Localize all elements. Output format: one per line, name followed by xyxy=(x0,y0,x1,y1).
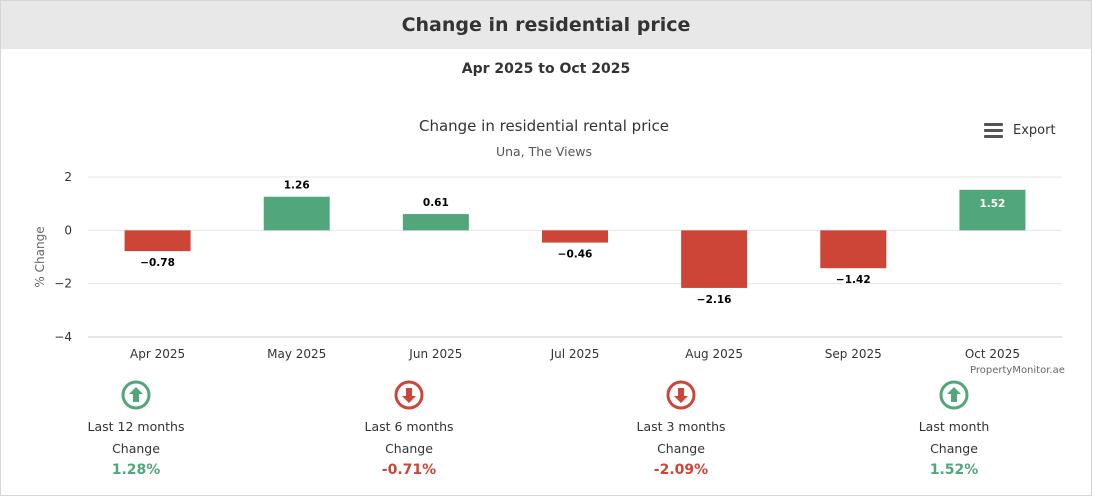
export-button[interactable]: Export xyxy=(984,118,1056,142)
credit-link[interactable]: PropertyMonitor.ae xyxy=(970,365,1065,376)
x-tick-label: Apr 2025 xyxy=(130,347,185,361)
y-tick-label: −2 xyxy=(54,277,72,291)
stat-last-3-months: Last 3 months Change -2.09% xyxy=(581,380,781,480)
x-tick-label: Aug 2025 xyxy=(685,347,743,361)
bar-chart: Change in residential rental price Una, … xyxy=(33,117,1062,361)
bar-jul-2025[interactable] xyxy=(542,230,608,243)
date-range: Apr 2025 to Oct 2025 xyxy=(461,61,631,77)
data-label: 0.61 xyxy=(423,197,449,209)
bar-jun-2025[interactable] xyxy=(402,214,469,231)
data-label: −1.42 xyxy=(836,274,871,286)
arrow-down-circle-icon xyxy=(394,380,424,410)
y-tick-label: −4 xyxy=(54,330,72,344)
stat-label: Change xyxy=(930,441,978,456)
stat-period: Last 3 months xyxy=(636,419,726,434)
bar-may-2025[interactable] xyxy=(263,196,330,231)
data-label: −2.16 xyxy=(697,294,732,306)
x-tick-label: Sep 2025 xyxy=(825,347,882,361)
data-label: 1.52 xyxy=(979,198,1005,210)
chart-title: Change in residential rental price xyxy=(419,117,669,135)
arrow-up-circle-icon xyxy=(939,380,969,410)
stat-last-6-months: Last 6 months Change -0.71% xyxy=(309,380,509,480)
stat-label: Change xyxy=(112,441,160,456)
x-tick-label: Jun 2025 xyxy=(408,347,462,361)
stat-period: Last 12 months xyxy=(87,419,185,434)
y-tick-label: 0 xyxy=(64,223,72,237)
header-bar: Change in residential price xyxy=(1,1,1091,49)
stat-last-12-months: Last 12 months Change 1.28% xyxy=(36,380,236,480)
stat-value: -2.09% xyxy=(653,462,709,478)
x-tick-label: Oct 2025 xyxy=(965,347,1020,361)
stat-label: Change xyxy=(657,441,705,456)
stat-value: 1.28% xyxy=(111,462,161,478)
data-label: −0.78 xyxy=(140,257,175,269)
bar-oct-2025[interactable] xyxy=(959,189,1026,231)
bar-sep-2025[interactable] xyxy=(820,230,887,269)
data-label: −0.46 xyxy=(558,249,593,261)
bar-aug-2025[interactable] xyxy=(681,230,748,288)
export-label: Export xyxy=(1013,122,1056,138)
stat-last-month: Last month Change 1.52% xyxy=(854,380,1054,480)
arrow-down-circle-icon xyxy=(666,380,696,410)
bar-apr-2025[interactable] xyxy=(124,230,191,252)
stat-period: Last 6 months xyxy=(364,419,454,434)
x-tick-label: Jul 2025 xyxy=(550,347,600,361)
arrow-up-circle-icon xyxy=(121,380,151,410)
stat-period: Last month xyxy=(918,419,990,434)
data-label: 1.26 xyxy=(284,180,310,192)
page-title: Change in residential price xyxy=(401,14,691,36)
stat-label: Change xyxy=(385,441,433,456)
y-axis-label: % Change xyxy=(33,226,47,287)
menu-icon xyxy=(984,122,1004,138)
chart-subtitle: Una, The Views xyxy=(496,144,592,159)
x-tick-label: May 2025 xyxy=(267,347,326,361)
stat-value: 1.52% xyxy=(929,462,979,478)
stat-value: -0.71% xyxy=(381,462,437,478)
y-tick-label: 2 xyxy=(64,170,72,184)
